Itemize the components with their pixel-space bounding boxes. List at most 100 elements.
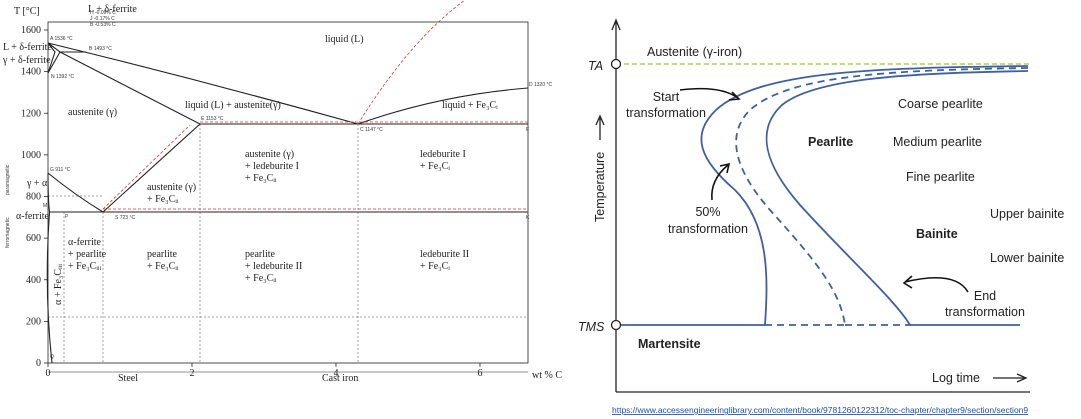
region-label: + Fe₃Cᵢ — [420, 161, 450, 172]
arrow — [679, 87, 741, 101]
point-label: Q — [50, 354, 54, 360]
region-label: liquid (L) + austenite(γ) — [185, 100, 281, 111]
y-tick-label: 800 — [26, 192, 41, 203]
y-tick-label: 400 — [26, 275, 41, 286]
note: End — [974, 289, 996, 303]
tms-marker — [610, 319, 622, 331]
region-label: + Fe₃Cᵢ — [420, 261, 450, 272]
y-axis-label: T [°C] — [14, 6, 40, 17]
region-label: α-ferrite — [68, 237, 102, 248]
point-label: C 1147 °C — [360, 127, 383, 133]
region-label: Medium pearlite — [893, 135, 982, 149]
x-tick-label: 4 — [334, 368, 339, 379]
region-label: + Fe₃Cᵢᵢ — [245, 173, 277, 184]
region-label: γ + δ-ferrite — [2, 55, 51, 66]
point-label: P — [65, 214, 69, 220]
austenite-label: Austenite (γ-iron) — [647, 45, 742, 59]
note: Start — [653, 90, 680, 104]
region-label: + Fe₃Cᵢᵢ — [245, 273, 277, 284]
end-curve — [765, 70, 1029, 326]
region-label: α-ferrite — [16, 211, 50, 222]
axes — [611, 18, 1030, 393]
ttt-diagram: Austenite (γ-iron) TA TMS Temperature Lo… — [578, 18, 1064, 415]
region-label: + pearlite — [68, 249, 107, 260]
phase-diagram: T [°C] wt % C liquid (L) L + δ-ferrite L… — [2, 0, 562, 384]
point-label: S 723 °C — [115, 215, 135, 221]
note: 50% — [695, 205, 720, 219]
y-tick-label: 600 — [26, 233, 41, 244]
source-link[interactable]: https://www.accessengineeringlibrary.com… — [612, 405, 1028, 415]
region-label: + Fe₃Cᵢᵢ — [147, 261, 179, 272]
section-label: Cast iron — [322, 373, 358, 384]
region-label: + ledeburite I — [245, 161, 299, 172]
note: transformation — [626, 106, 706, 120]
ta-marker — [610, 58, 622, 70]
region-label: Upper bainite — [990, 207, 1064, 221]
magnetic-label: ferromagnetic — [5, 217, 11, 248]
y-tick-label: 1200 — [21, 108, 41, 119]
point-label: B -0.53% C — [90, 22, 116, 28]
point-label: D 1320 °C — [529, 82, 553, 88]
arrow — [711, 162, 731, 201]
point-label: N 1392 °C — [51, 74, 75, 80]
region-label: austenite (γ) — [245, 149, 294, 160]
point-label: M — [43, 203, 47, 209]
region-label: Bainite — [916, 227, 958, 241]
point-label: G 911 °C — [50, 167, 71, 173]
point-label: H -0.09% C — [90, 10, 116, 16]
y-tick-label: 200 — [26, 316, 41, 327]
region-label: + Fe₃Cᵢᵢᵢ — [68, 261, 102, 272]
region-label: pearlite — [147, 249, 178, 260]
region-label: Pearlite — [808, 135, 853, 149]
point-label: J -0.17% C — [90, 16, 115, 22]
region-label: austenite (γ) — [68, 107, 117, 118]
point-label: B 1493 °C — [89, 46, 112, 52]
axis-arrows — [595, 114, 1028, 383]
point-label: F — [526, 127, 529, 133]
region-label: α + Fe₃Cᵢᵢᵢ — [53, 264, 64, 305]
x-tick-label: 0 — [46, 368, 51, 379]
region-label: ledeburite II — [420, 249, 469, 260]
region-label: liquid (L) — [325, 34, 364, 45]
plot-frame — [47, 21, 529, 364]
tms-label: TMS — [578, 320, 605, 334]
region-label: L + δ-ferrite — [88, 4, 137, 15]
region-label: pearlite — [245, 249, 276, 260]
y-tick-label: 1600 — [21, 25, 41, 36]
point-label: A 1536 °C — [50, 36, 73, 42]
region-label: Fine pearlite — [906, 170, 975, 184]
arrow — [902, 275, 969, 293]
region-label: Lower bainite — [990, 251, 1064, 265]
point-label: E 1153 °C — [201, 116, 224, 122]
region-label: γ + α — [26, 178, 48, 189]
region-label: L + δ-ferrite — [3, 42, 52, 53]
graphite-lines — [102, 0, 528, 210]
region-label: + ledeburite II — [245, 261, 302, 272]
region-label: ledeburite I — [420, 149, 466, 160]
half-curve — [735, 67, 1029, 326]
eutectic-line — [47, 51, 528, 125]
note: transformation — [668, 222, 748, 236]
point-label: K — [526, 215, 530, 221]
y-tick-label: 1000 — [21, 150, 41, 161]
guide-lines — [48, 88, 529, 363]
magnetic-label: paramagnetic — [5, 164, 11, 195]
y-tick-label: 1400 — [21, 67, 41, 78]
y-axis-label: Temperature — [593, 152, 607, 222]
y-tick-label: 0 — [36, 358, 41, 369]
liquidus — [47, 42, 529, 125]
region-label: liquid + Fe₃Cᵢ — [442, 100, 498, 111]
section-label: Steel — [118, 373, 138, 384]
x-axis-label: Log time — [932, 371, 980, 385]
x-tick-label: 2 — [190, 368, 195, 379]
ta-label: TA — [588, 59, 603, 73]
x-tick-label: 6 — [478, 368, 483, 379]
region-label: Martensite — [638, 337, 701, 351]
region-label: austenite (γ) — [147, 182, 196, 193]
note: transformation — [945, 305, 1025, 319]
region-label: Coarse pearlite — [898, 97, 983, 111]
start-curve — [700, 65, 1029, 326]
x-axis-label: wt % C — [532, 370, 562, 381]
region-label: + Fe₃Cᵢᵢ — [147, 194, 179, 205]
